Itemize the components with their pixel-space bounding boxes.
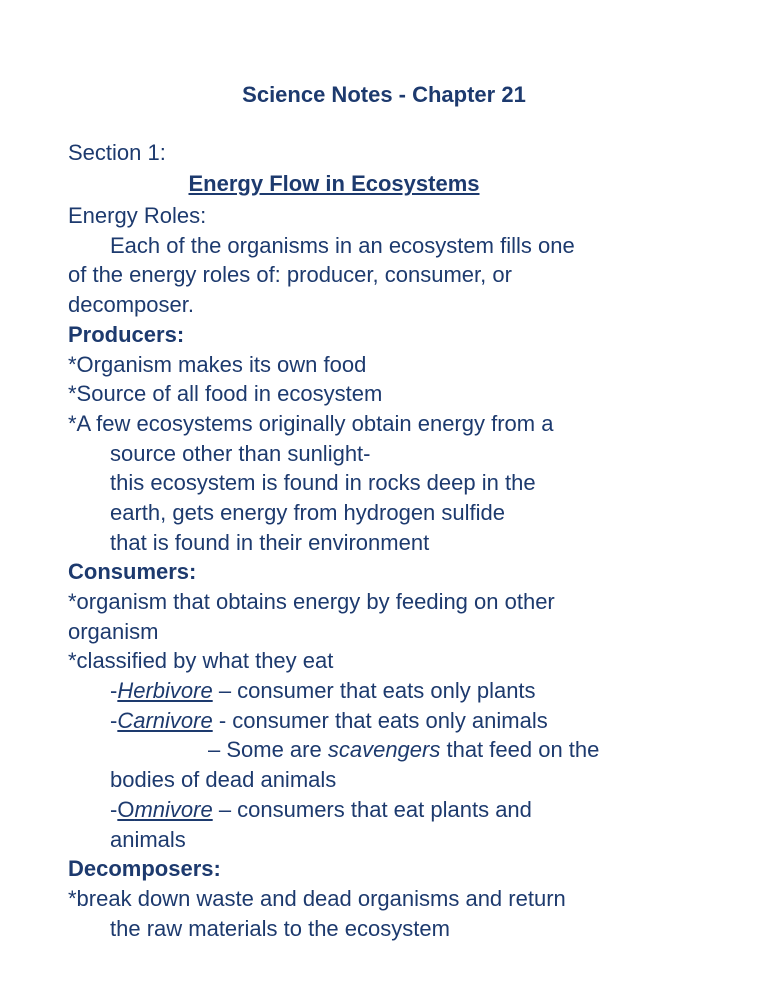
producers-bullet1: *Organism makes its own food xyxy=(68,350,700,380)
carn-rest: - consumer that eats only animals xyxy=(213,708,548,733)
consumers-bullet1-l1: *organism that obtains energy by feeding… xyxy=(68,587,700,617)
herbivore-line: -Herbivore – consumer that eats only pla… xyxy=(68,676,700,706)
carnivore-line1: -Carnivore - consumer that eats only ani… xyxy=(68,706,700,736)
energy-roles-line2: of the energy roles of: producer, consum… xyxy=(68,260,700,290)
decomposers-heading: Decomposers: xyxy=(68,854,700,884)
omnivore-line2: animals xyxy=(68,825,700,855)
decomposers-line2: the raw materials to the ecosystem xyxy=(68,914,700,944)
omni-rest: – consumers that eat plants and xyxy=(213,797,532,822)
producers-heading: Producers: xyxy=(68,320,700,350)
carn-word: Carnivore xyxy=(117,708,212,733)
omni-word: mnivore xyxy=(134,797,212,822)
energy-roles-line1: Each of the organisms in an ecosystem fi… xyxy=(68,231,700,261)
energy-roles-heading: Energy Roles: xyxy=(68,201,700,231)
producers-bullet3-l4: earth, gets energy from hydrogen sulfide xyxy=(68,498,700,528)
producers-bullet3-l5: that is found in their environment xyxy=(68,528,700,558)
herb-rest: – consumer that eats only plants xyxy=(213,678,536,703)
herb-word: Herbivore xyxy=(117,678,212,703)
decomposers-line1: *break down waste and dead organisms and… xyxy=(68,884,700,914)
omnivore-line1: -Omnivore – consumers that eat plants an… xyxy=(68,795,700,825)
document-title: Science Notes - Chapter 21 xyxy=(68,80,700,110)
producers-bullet3-l3: this ecosystem is found in rocks deep in… xyxy=(68,468,700,498)
section-label: Section 1: xyxy=(68,138,700,168)
carn-l2b: scavengers xyxy=(328,737,441,762)
carn-l2a: – Some are xyxy=(208,737,328,762)
carnivore-line2: – Some are scavengers that feed on the xyxy=(68,735,700,765)
producers-bullet3-l1: *A few ecosystems originally obtain ener… xyxy=(68,409,700,439)
energy-roles-line3: decomposer. xyxy=(68,290,700,320)
omni-o: O xyxy=(117,797,134,822)
producers-bullet2: *Source of all food in ecosystem xyxy=(68,379,700,409)
consumers-bullet1-l2: organism xyxy=(68,617,700,647)
consumers-bullet2: *classified by what they eat xyxy=(68,646,700,676)
section-title: Energy Flow in Ecosystems xyxy=(68,169,700,199)
carn-l2c: that feed on the xyxy=(440,737,599,762)
producers-bullet3-l2: source other than sunlight- xyxy=(68,439,700,469)
consumers-heading: Consumers: xyxy=(68,557,700,587)
carnivore-line3: bodies of dead animals xyxy=(68,765,700,795)
